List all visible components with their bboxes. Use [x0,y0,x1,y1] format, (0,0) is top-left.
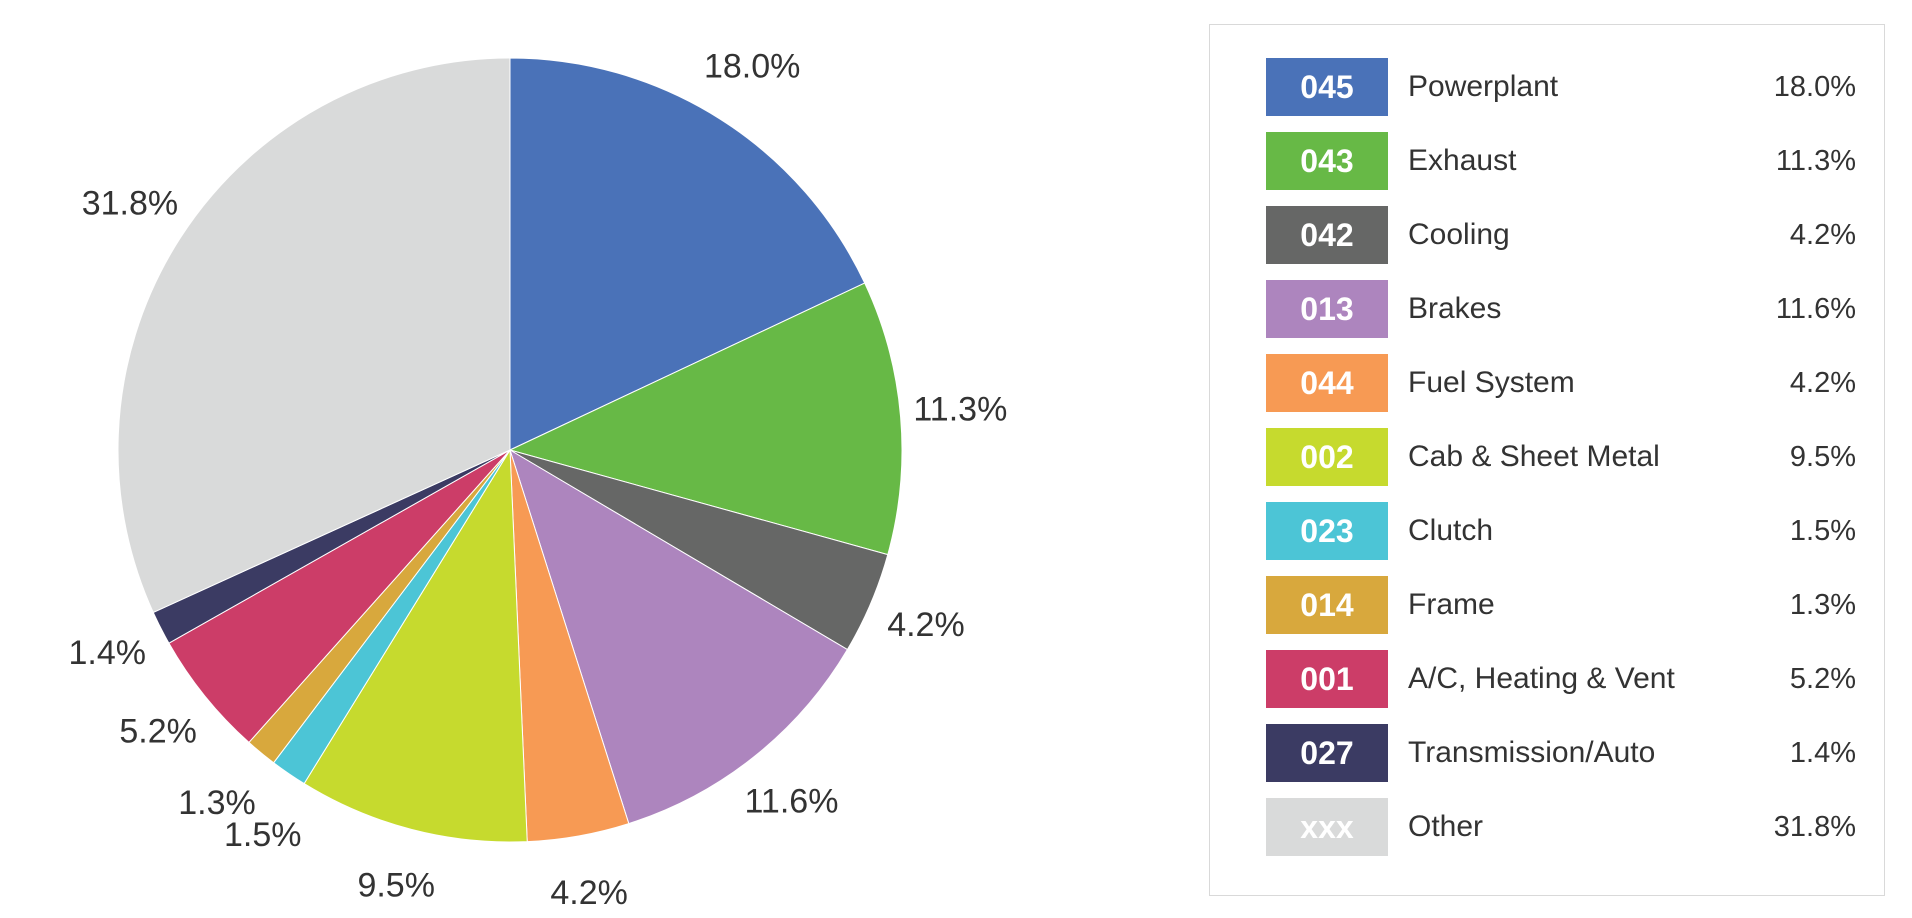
legend-percent: 1.5% [1789,514,1856,547]
legend-label: Powerplant [1408,70,1559,103]
legend-label: A/C, Heating & Vent [1408,662,1675,695]
legend-label: Brakes [1408,292,1502,325]
legend-percent: 11.6% [1775,292,1856,325]
legend-label: Transmission/Auto [1408,736,1656,769]
slice-label-014: 1.3% [178,784,256,822]
legend-percent: 11.3% [1775,144,1856,177]
legend-swatch-code: 042 [1266,206,1388,264]
legend-percent: 18.0% [1773,70,1856,103]
pie-slice-xxx [117,57,511,614]
legend-item-042: 042 Cooling 4.2% [1266,206,1856,264]
legend-item-027: 027 Transmission/Auto 1.4% [1266,724,1856,782]
legend-percent: 9.5% [1789,440,1856,473]
legend-percent: 5.2% [1789,662,1856,695]
legend-swatch-code: 014 [1266,576,1388,634]
legend-swatch-code: 001 [1266,650,1388,708]
legend-item-xxx: xxx Other 31.8% [1266,798,1856,856]
legend-swatch-code: 002 [1266,428,1388,486]
slice-label-023: 1.5% [224,816,302,854]
slice-label-001: 5.2% [119,713,197,751]
legend-item-045: 045 Powerplant 18.0% [1266,58,1856,116]
legend-label: Clutch [1408,514,1494,547]
legend-percent: 1.4% [1789,736,1856,769]
legend: 045 Powerplant 18.0% 043 Exhaust 11.3% 042 Cool… [1209,24,1885,896]
legend-swatch-code: 027 [1266,724,1388,782]
legend-swatch-code: 023 [1266,502,1388,560]
legend-percent: 4.2% [1789,366,1856,399]
legend-item-001: 001 A/C, Heating & Vent 5.2% [1266,650,1856,708]
legend-item-023: 023 Clutch 1.5% [1266,502,1856,560]
pie-slice-002 [303,448,528,843]
pie-slice-043 [508,282,903,556]
legend-label: Fuel System [1408,366,1575,399]
pie-slice-013 [509,448,849,825]
pie-slice-045 [509,57,866,451]
legend-label: Frame [1408,588,1495,621]
slice-label-042: 4.2% [887,606,965,644]
slice-label-002: 9.5% [357,866,435,904]
legend-label: Cooling [1408,218,1510,251]
slice-label-xxx: 31.8% [82,184,178,222]
legend-percent: 4.2% [1789,218,1856,251]
legend-item-014: 014 Frame 1.3% [1266,576,1856,634]
legend-item-013: 013 Brakes 11.6% [1266,280,1856,338]
legend-percent: 31.8% [1773,810,1856,843]
slice-label-045: 18.0% [704,47,800,85]
legend-item-043: 043 Exhaust 11.3% [1266,132,1856,190]
slice-label-044: 4.2% [550,874,628,912]
legend-percent: 1.3% [1789,588,1856,621]
legend-swatch-code: 045 [1266,58,1388,116]
legend-label: Other [1408,810,1484,843]
legend-item-044: 044 Fuel System 4.2% [1266,354,1856,412]
slice-label-013: 11.6% [745,783,839,821]
legend-swatch-code: 044 [1266,354,1388,412]
legend-label: Cab & Sheet Metal [1408,440,1660,473]
legend-swatch-code: 013 [1266,280,1388,338]
slice-label-027: 1.4% [69,634,147,672]
slice-label-043: 11.3% [913,391,1007,429]
legend-swatch-code: 043 [1266,132,1388,190]
legend-item-002: 002 Cab & Sheet Metal 9.5% [1266,428,1856,486]
legend-swatch-code: xxx [1266,798,1388,856]
legend-label: Exhaust [1408,144,1517,177]
